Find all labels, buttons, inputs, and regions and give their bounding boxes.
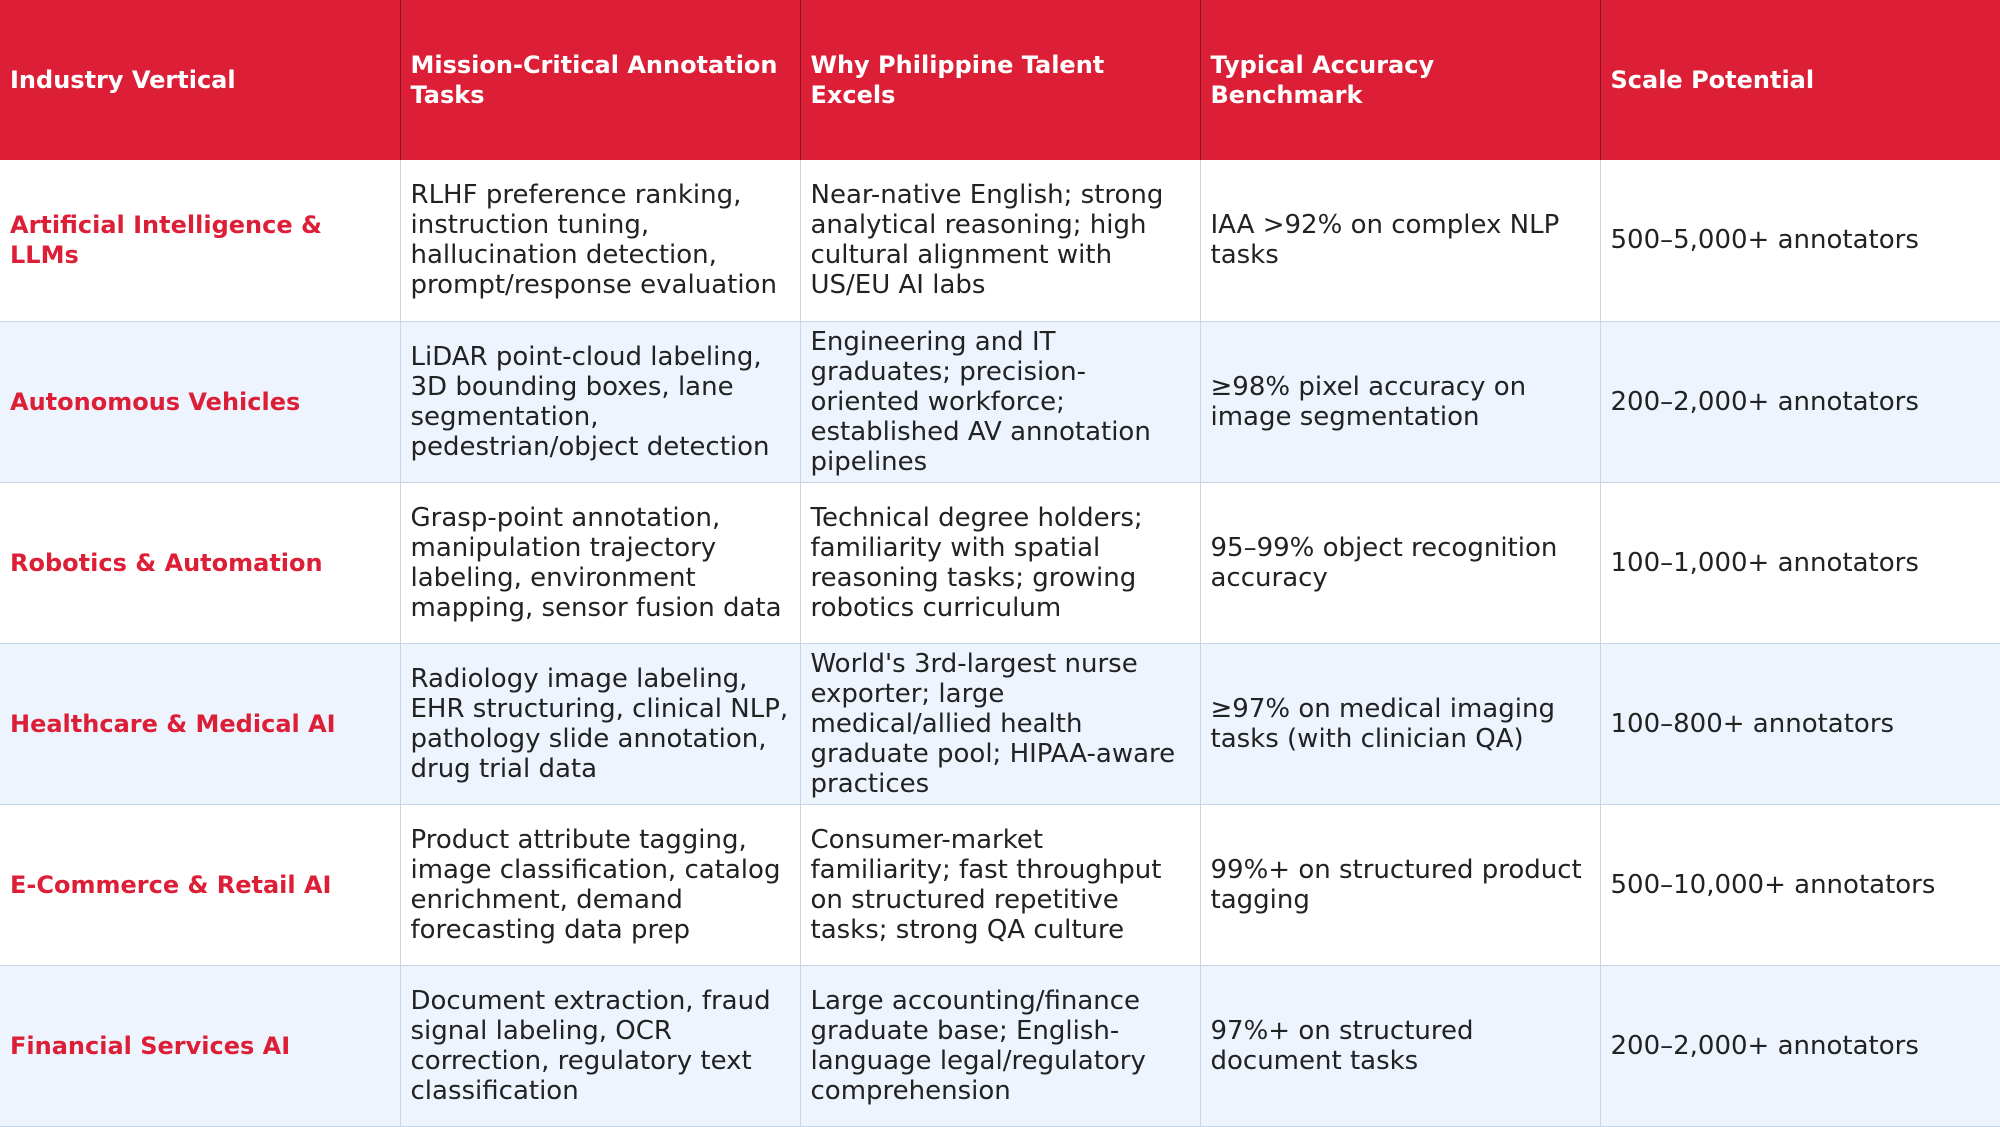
why-talent-cell: Technical degree holders; familiarity wi…	[800, 482, 1201, 644]
table-row: Financial Services AI Document extractio…	[0, 965, 2000, 1127]
scale-potential-cell: 100–1,000+ annotators	[1600, 482, 2000, 644]
industry-vertical-cell: Financial Services AI	[0, 965, 401, 1127]
scale-potential-cell: 200–2,000+ annotators	[1600, 321, 2000, 483]
scale-potential-cell: 500–10,000+ annotators	[1600, 804, 2000, 966]
table-body: Artificial Intelligence & LLMs RLHF pref…	[0, 160, 2000, 1127]
header-row: Industry Vertical Mission-Critical Annot…	[0, 0, 2000, 160]
header-scale-potential: Scale Potential	[1600, 0, 2000, 160]
why-talent-cell: World's 3rd-largest nurse exporter; larg…	[800, 643, 1201, 805]
annotation-tasks-cell: Radiology image labeling, EHR structurin…	[400, 643, 801, 805]
industry-vertical-cell: E-Commerce & Retail AI	[0, 804, 401, 966]
header-why-talent-excels: Why Philippine Talent Excels	[800, 0, 1201, 160]
accuracy-benchmark-cell: 99%+ on structured product tagging	[1200, 804, 1601, 966]
industry-vertical-cell: Autonomous Vehicles	[0, 321, 401, 483]
annotation-tasks-cell: Product attribute tagging, image classif…	[400, 804, 801, 966]
why-talent-cell: Near-native English; strong analytical r…	[800, 160, 1201, 322]
table-row: Autonomous Vehicles LiDAR point-cloud la…	[0, 321, 2000, 483]
annotation-tasks-cell: Document extraction, fraud signal labeli…	[400, 965, 801, 1127]
industry-vertical-cell: Robotics & Automation	[0, 482, 401, 644]
scale-potential-cell: 200–2,000+ annotators	[1600, 965, 2000, 1127]
industry-vertical-cell: Artificial Intelligence & LLMs	[0, 160, 401, 322]
why-talent-cell: Engineering and IT graduates; precision-…	[800, 321, 1201, 483]
annotation-tasks-cell: Grasp-point annotation, manipulation tra…	[400, 482, 801, 644]
table-row: Robotics & Automation Grasp-point annota…	[0, 482, 2000, 644]
table-header: Industry Vertical Mission-Critical Annot…	[0, 0, 2000, 160]
accuracy-benchmark-cell: ≥97% on medical imaging tasks (with clin…	[1200, 643, 1601, 805]
scale-potential-cell: 100–800+ annotators	[1600, 643, 2000, 805]
accuracy-benchmark-cell: 95–99% object recognition accuracy	[1200, 482, 1601, 644]
industry-vertical-cell: Healthcare & Medical AI	[0, 643, 401, 805]
accuracy-benchmark-cell: ≥98% pixel accuracy on image segmentatio…	[1200, 321, 1601, 483]
table-row: Artificial Intelligence & LLMs RLHF pref…	[0, 160, 2000, 322]
accuracy-benchmark-cell: IAA >92% on complex NLP tasks	[1200, 160, 1601, 322]
why-talent-cell: Consumer-market familiarity; fast throug…	[800, 804, 1201, 966]
annotation-tasks-cell: LiDAR point-cloud labeling, 3D bounding …	[400, 321, 801, 483]
table-row: E-Commerce & Retail AI Product attribute…	[0, 804, 2000, 966]
accuracy-benchmark-cell: 97%+ on structured document tasks	[1200, 965, 1601, 1127]
scale-potential-cell: 500–5,000+ annotators	[1600, 160, 2000, 322]
header-accuracy-benchmark: Typical Accuracy Benchmark	[1200, 0, 1601, 160]
header-annotation-tasks: Mission-Critical Annotation Tasks	[400, 0, 801, 160]
table-row: Healthcare & Medical AI Radiology image …	[0, 643, 2000, 805]
header-industry-vertical: Industry Vertical	[0, 0, 401, 160]
annotation-tasks-cell: RLHF preference ranking, instruction tun…	[400, 160, 801, 322]
why-talent-cell: Large accounting/finance graduate base; …	[800, 965, 1201, 1127]
